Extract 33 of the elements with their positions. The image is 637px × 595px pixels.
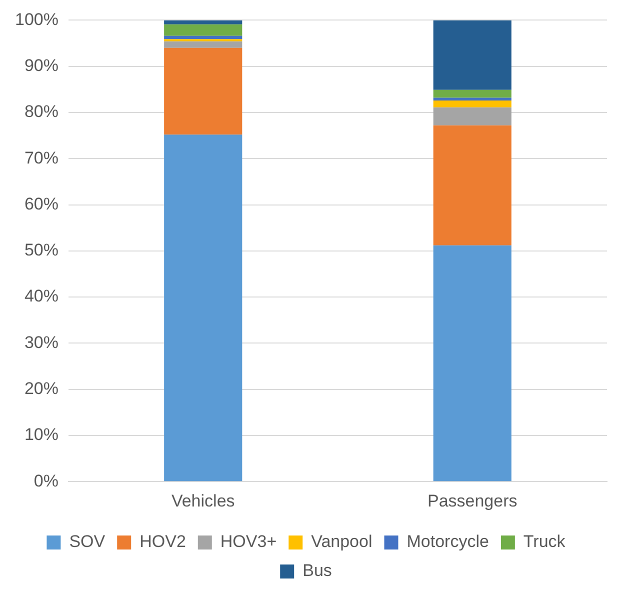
y-tick-label: 70% [24,148,58,168]
x-tick-label: Passengers [427,491,518,510]
bar [164,134,242,482]
bar [164,20,242,24]
legend-label: Motorcycle [406,532,489,552]
legend-label: HOV3+ [220,532,277,552]
legend-label: SOV [69,532,106,552]
y-tick-label: 50% [24,240,58,260]
y-tick-label: 90% [24,56,58,76]
bar [433,107,512,126]
y-tick-label: 100% [14,10,58,29]
y-tick-label: 40% [24,286,58,306]
bar [433,20,512,90]
y-tick-label: 80% [24,102,58,122]
bar [433,90,512,98]
bar [433,98,512,100]
bar [433,245,512,482]
y-tick-label: 0% [34,471,58,490]
legend-label: Vanpool [311,532,372,552]
y-tick-label: 60% [24,194,58,214]
y-tick-label: 20% [24,379,58,398]
y-tick-label: 10% [24,425,58,444]
bar [433,100,512,108]
bar [164,48,242,135]
y-tick-label: 30% [24,332,58,352]
bar [164,24,242,36]
legend-label: Bus [302,561,332,580]
x-tick-label: Vehicles [171,491,235,510]
bar [433,125,512,246]
legend-label: HOV2 [140,532,186,552]
bar [164,36,242,40]
legend-label: Truck [523,532,566,552]
bar [164,41,242,48]
